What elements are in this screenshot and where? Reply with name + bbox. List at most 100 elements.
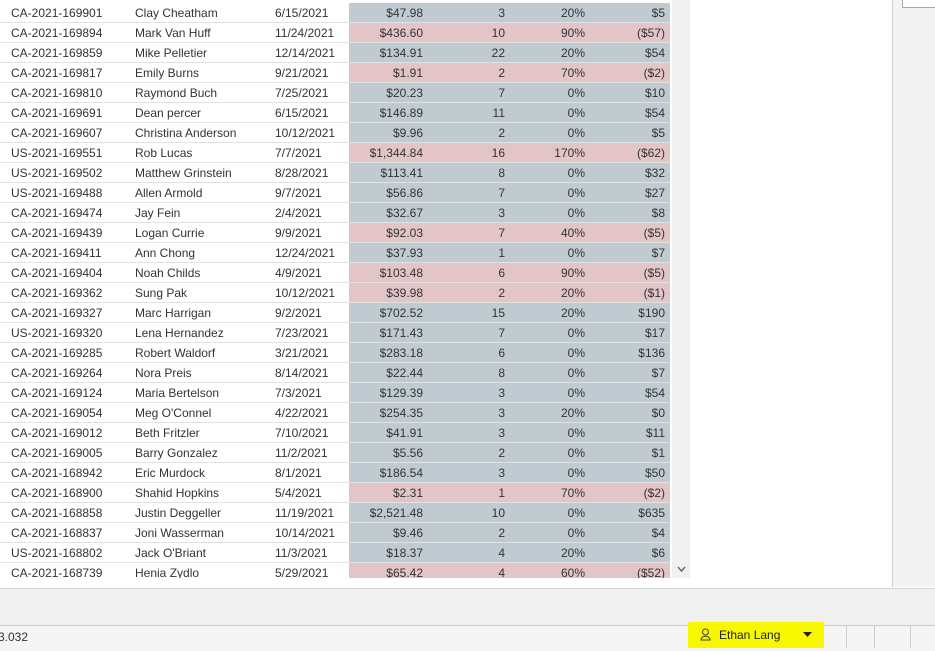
order-date: 9/9/2021 bbox=[275, 226, 322, 240]
discount: 0% bbox=[567, 346, 585, 360]
profit: $5 bbox=[651, 126, 665, 140]
customer-name: Mark Van Huff bbox=[135, 26, 211, 40]
row-highlight bbox=[349, 3, 670, 23]
sales: $9.46 bbox=[392, 526, 423, 540]
order-date: 11/19/2021 bbox=[275, 506, 335, 520]
profit: $5 bbox=[651, 6, 665, 20]
filter-box[interactable] bbox=[902, 0, 935, 8]
row-highlight bbox=[349, 483, 670, 503]
profit: ($2) bbox=[643, 66, 665, 80]
order-date: 12/14/2021 bbox=[275, 46, 336, 60]
discount: 0% bbox=[567, 366, 585, 380]
order-id: CA-2021-168900 bbox=[11, 486, 103, 500]
profit: $27 bbox=[644, 186, 665, 200]
divider bbox=[874, 626, 875, 648]
row-separator bbox=[0, 202, 670, 203]
order-date: 11/3/2021 bbox=[275, 546, 328, 560]
order-id: CA-2021-169054 bbox=[11, 406, 103, 420]
user-menu[interactable]: Ethan Lang bbox=[688, 622, 824, 648]
discount: 0% bbox=[567, 206, 585, 220]
customer-name: Clay Cheatham bbox=[135, 6, 218, 20]
row-highlight bbox=[349, 263, 670, 283]
sales: $9.96 bbox=[392, 126, 423, 140]
order-id: CA-2021-168858 bbox=[11, 506, 103, 520]
order-id: US-2021-168802 bbox=[11, 546, 103, 560]
order-id: CA-2021-169327 bbox=[11, 306, 103, 320]
row-highlight bbox=[349, 123, 670, 143]
customer-name: Nora Preis bbox=[135, 366, 192, 380]
order-id: CA-2021-169264 bbox=[11, 366, 103, 380]
customer-name: Shahid Hopkins bbox=[135, 486, 220, 500]
order-id: CA-2021-168942 bbox=[11, 466, 103, 480]
customer-name: Maria Bertelson bbox=[135, 386, 220, 400]
discount: 20% bbox=[560, 286, 585, 300]
order-id: US-2021-169320 bbox=[11, 326, 103, 340]
quantity: 3 bbox=[498, 406, 505, 420]
quantity: 2 bbox=[498, 526, 505, 540]
discount: 0% bbox=[567, 426, 585, 440]
discount: 20% bbox=[560, 46, 585, 60]
order-date: 11/2/2021 bbox=[275, 446, 328, 460]
order-date: 11/24/2021 bbox=[275, 26, 335, 40]
order-id: CA-2021-168739 bbox=[11, 566, 103, 578]
row-separator bbox=[0, 562, 670, 563]
order-date: 4/9/2021 bbox=[275, 266, 322, 280]
sales: $2,521.48 bbox=[369, 506, 423, 520]
quantity: 8 bbox=[498, 166, 505, 180]
discount: 170% bbox=[554, 146, 585, 160]
row-separator bbox=[0, 342, 670, 343]
customer-name: Eric Murdock bbox=[135, 466, 206, 480]
row-highlight bbox=[349, 183, 670, 203]
row-separator bbox=[0, 442, 670, 443]
quantity: 4 bbox=[498, 566, 505, 578]
sales: $254.35 bbox=[379, 406, 423, 420]
quantity: 7 bbox=[498, 186, 505, 200]
row-separator bbox=[0, 322, 670, 323]
discount: 0% bbox=[567, 126, 585, 140]
order-id: US-2021-169551 bbox=[11, 146, 103, 160]
order-id: CA-2021-169411 bbox=[11, 246, 102, 260]
profit: ($2) bbox=[643, 486, 665, 500]
scrollbar[interactable] bbox=[672, 0, 690, 578]
discount: 0% bbox=[567, 86, 585, 100]
row-separator bbox=[0, 522, 670, 523]
row-highlight bbox=[349, 223, 670, 243]
quantity: 2 bbox=[498, 66, 505, 80]
scroll-down-arrow[interactable] bbox=[677, 566, 686, 573]
sales: $37.93 bbox=[386, 246, 423, 260]
order-date: 7/3/2021 bbox=[275, 386, 322, 400]
customer-name: Noah Childs bbox=[135, 266, 201, 280]
row-highlight bbox=[349, 363, 670, 383]
profit: $32 bbox=[644, 166, 665, 180]
order-id: US-2021-169502 bbox=[11, 166, 103, 180]
quantity: 10 bbox=[491, 26, 505, 40]
order-id: CA-2021-169859 bbox=[11, 46, 103, 60]
discount: 0% bbox=[567, 386, 585, 400]
customer-name: Henia Zydlo bbox=[135, 566, 200, 578]
order-date: 12/24/2021 bbox=[275, 246, 336, 260]
order-id: CA-2021-169894 bbox=[11, 26, 103, 40]
row-highlight bbox=[349, 23, 670, 43]
sales: $146.89 bbox=[379, 106, 423, 120]
customer-name: Lena Hernandez bbox=[135, 326, 224, 340]
quantity: 3 bbox=[498, 6, 505, 20]
discount: 0% bbox=[567, 246, 585, 260]
row-highlight bbox=[349, 83, 670, 103]
table: CA-2021-169901 Clay Cheatham 6/15/2021 $47.… bbox=[0, 3, 670, 578]
profit: ($1) bbox=[643, 286, 665, 300]
row-separator bbox=[0, 422, 670, 423]
order-date: 9/21/2021 bbox=[275, 66, 329, 80]
order-id: CA-2021-169817 bbox=[11, 66, 103, 80]
row-separator bbox=[0, 82, 670, 83]
quantity: 4 bbox=[498, 546, 505, 560]
sales: $171.43 bbox=[379, 326, 423, 340]
customer-name: Rob Lucas bbox=[135, 146, 193, 160]
quantity: 22 bbox=[491, 46, 505, 60]
order-id: CA-2021-169474 bbox=[11, 206, 103, 220]
sales: $18.37 bbox=[386, 546, 423, 560]
sales: $1,344.84 bbox=[369, 146, 423, 160]
profit: $17 bbox=[644, 326, 665, 340]
row-separator bbox=[0, 22, 670, 23]
row-highlight bbox=[349, 463, 670, 483]
order-date: 4/22/2021 bbox=[275, 406, 329, 420]
